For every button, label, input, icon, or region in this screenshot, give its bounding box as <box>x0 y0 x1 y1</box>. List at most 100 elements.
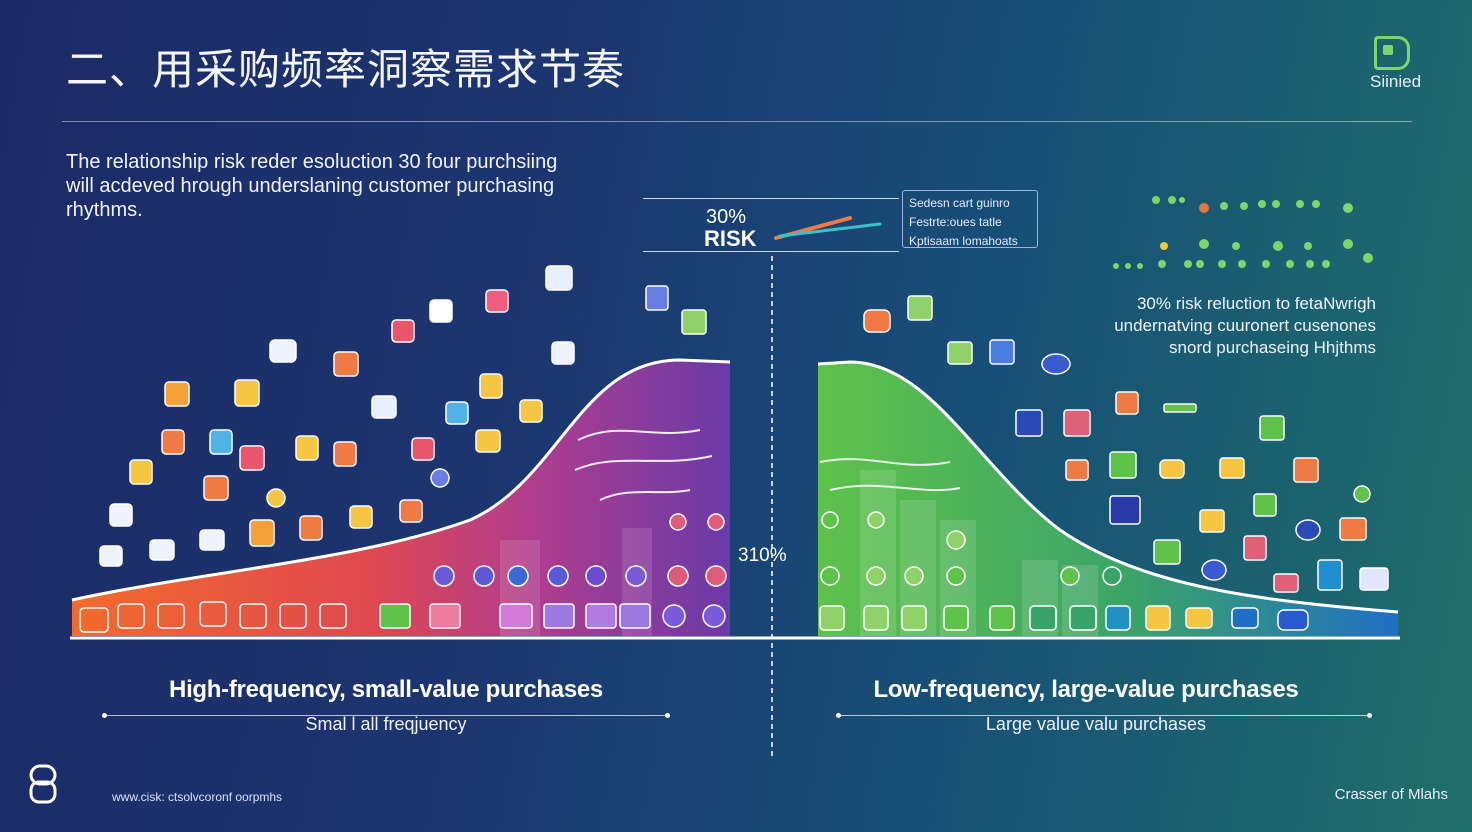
shopping-bag-icon <box>1201 559 1227 581</box>
left-curve-swirls <box>574 429 713 501</box>
dot-timeline <box>1113 196 1373 269</box>
plant-pot-icon <box>433 565 455 587</box>
shopping-basket-icon <box>239 603 267 629</box>
shopping-basket-icon <box>379 603 411 629</box>
grocery-jar-icon <box>161 429 185 455</box>
shopping-basket-icon <box>543 603 575 629</box>
shopping-bag-icon <box>1293 457 1319 483</box>
right-note: 30% risk reluction to fetaNwrigh underna… <box>1086 293 1376 359</box>
intro-text: The relationship risk reder esoluction 3… <box>66 151 558 221</box>
right-curve-line <box>817 360 1399 614</box>
shopping-basket-icon <box>279 603 307 629</box>
shopping-bag-icon <box>1295 519 1321 541</box>
grocery-jar-icon <box>445 401 469 425</box>
shopping-basket-icon <box>429 603 461 629</box>
shopping-basket-icon <box>901 605 927 631</box>
plant-pot-icon <box>1060 566 1080 586</box>
brand-logo: Siinied <box>1370 36 1421 92</box>
grocery-jar-icon <box>371 395 397 419</box>
right-note-line: undernatving cuuronert cusenones <box>1114 316 1376 335</box>
shopping-basket-icon <box>585 603 617 629</box>
footer-left-text: www.cisk: ctsolvcoronf oorpmhs <box>112 790 283 804</box>
right-section-caption: Low-frequency, large-value purchases <box>873 676 1299 703</box>
plant-pot-icon <box>821 511 839 529</box>
right-curve-swirls <box>819 458 961 492</box>
header-divider <box>62 121 1412 122</box>
plant-pot-icon <box>866 566 886 586</box>
note-line: Kptisaam lomahoats <box>909 234 1018 248</box>
grocery-jar-icon <box>545 265 573 291</box>
grocery-jar-icon <box>249 519 275 547</box>
plant-pot-icon <box>707 513 725 531</box>
grocery-jar-icon <box>479 373 503 399</box>
grocery-jar-icon <box>269 339 297 363</box>
right-product-icons <box>863 295 1389 593</box>
shopping-bag-icon <box>947 341 973 365</box>
shopping-bag-icon <box>1159 459 1185 479</box>
grocery-jar-icon <box>333 351 359 377</box>
footer-right-text: Crasser of Mlahs <box>1334 786 1448 803</box>
risk-callout-box <box>643 198 899 252</box>
shopping-basket-icon <box>819 605 845 631</box>
shopping-basket-icon <box>1029 605 1057 631</box>
grocery-jar-icon <box>519 399 543 423</box>
grocery-jar-icon <box>551 341 575 365</box>
shopping-bag-icon <box>1353 485 1371 503</box>
shopping-bag-icon <box>1115 391 1139 415</box>
shopping-basket-icon <box>1185 607 1213 629</box>
shopping-basket-icon <box>117 603 145 629</box>
shopping-bag-icon <box>1109 495 1141 525</box>
shopping-bag-icon <box>681 309 707 335</box>
shopping-basket-icon <box>1231 607 1259 629</box>
lock-icon <box>29 764 57 804</box>
shopping-bag-icon <box>1065 459 1089 481</box>
grocery-jar-icon <box>430 468 450 488</box>
left-curve-area <box>72 360 730 636</box>
shopping-basket-icon <box>863 605 889 631</box>
plant-pot-icon <box>667 565 689 587</box>
shopping-bag-icon <box>1253 493 1277 517</box>
plant-pot-icon <box>904 566 924 586</box>
note-line: Sedesn cart guinro <box>909 196 1010 210</box>
right-section-subcaption: Large value valu purchases <box>985 714 1207 734</box>
risk-percent: 30% <box>706 206 747 228</box>
page-title: 二、用采购频率洞察需求节奏 <box>66 45 626 94</box>
plant-pot-icon <box>867 511 885 529</box>
plant-pot-icon <box>946 530 966 550</box>
shopping-bag-icon <box>1219 457 1245 479</box>
grocery-jar-icon <box>399 499 423 523</box>
grocery-jar-icon <box>149 539 175 561</box>
shopping-basket-icon <box>702 604 726 628</box>
shopping-bag-icon <box>1359 567 1389 591</box>
plant-pot-icon <box>473 565 495 587</box>
right-caption-rule <box>836 713 1372 718</box>
right-note-line: snord purchaseing Hhjthms <box>1169 338 1376 357</box>
shopping-basket-icon <box>1069 605 1097 631</box>
shopping-bag-icon <box>1339 517 1367 541</box>
grocery-jar-icon <box>411 437 435 461</box>
left-baseline-baskets <box>79 513 727 633</box>
grocery-jar-icon <box>391 319 415 343</box>
note-box: Sedesn cart guinro Festrte:oues tatle Kp… <box>902 190 1038 248</box>
grocery-jar-icon <box>199 529 225 551</box>
grocery-jar-icon <box>333 441 357 467</box>
shopping-bag-icon <box>1109 451 1137 479</box>
shopping-bag-icon <box>1041 353 1071 375</box>
plant-pot-icon <box>507 565 529 587</box>
note-line: Festrte:oues tatle <box>909 215 1002 229</box>
right-note-line: 30% risk reluction to fetaNwrigh <box>1136 294 1376 313</box>
risk-label: RISK <box>704 226 757 251</box>
grocery-jar-icon <box>299 515 323 541</box>
shopping-basket-icon <box>157 603 185 629</box>
plant-pot-icon <box>705 565 727 587</box>
left-curve-line <box>71 358 731 602</box>
shopping-basket-icon <box>943 605 969 631</box>
shopping-bag-icon <box>1243 535 1267 561</box>
plant-pot-icon <box>946 566 966 586</box>
shopping-basket-icon <box>1277 609 1309 631</box>
shopping-bag-icon <box>1199 509 1225 533</box>
plant-pot-icon <box>547 565 569 587</box>
grocery-jar-icon <box>99 545 123 567</box>
shopping-bag-icon <box>989 339 1015 365</box>
